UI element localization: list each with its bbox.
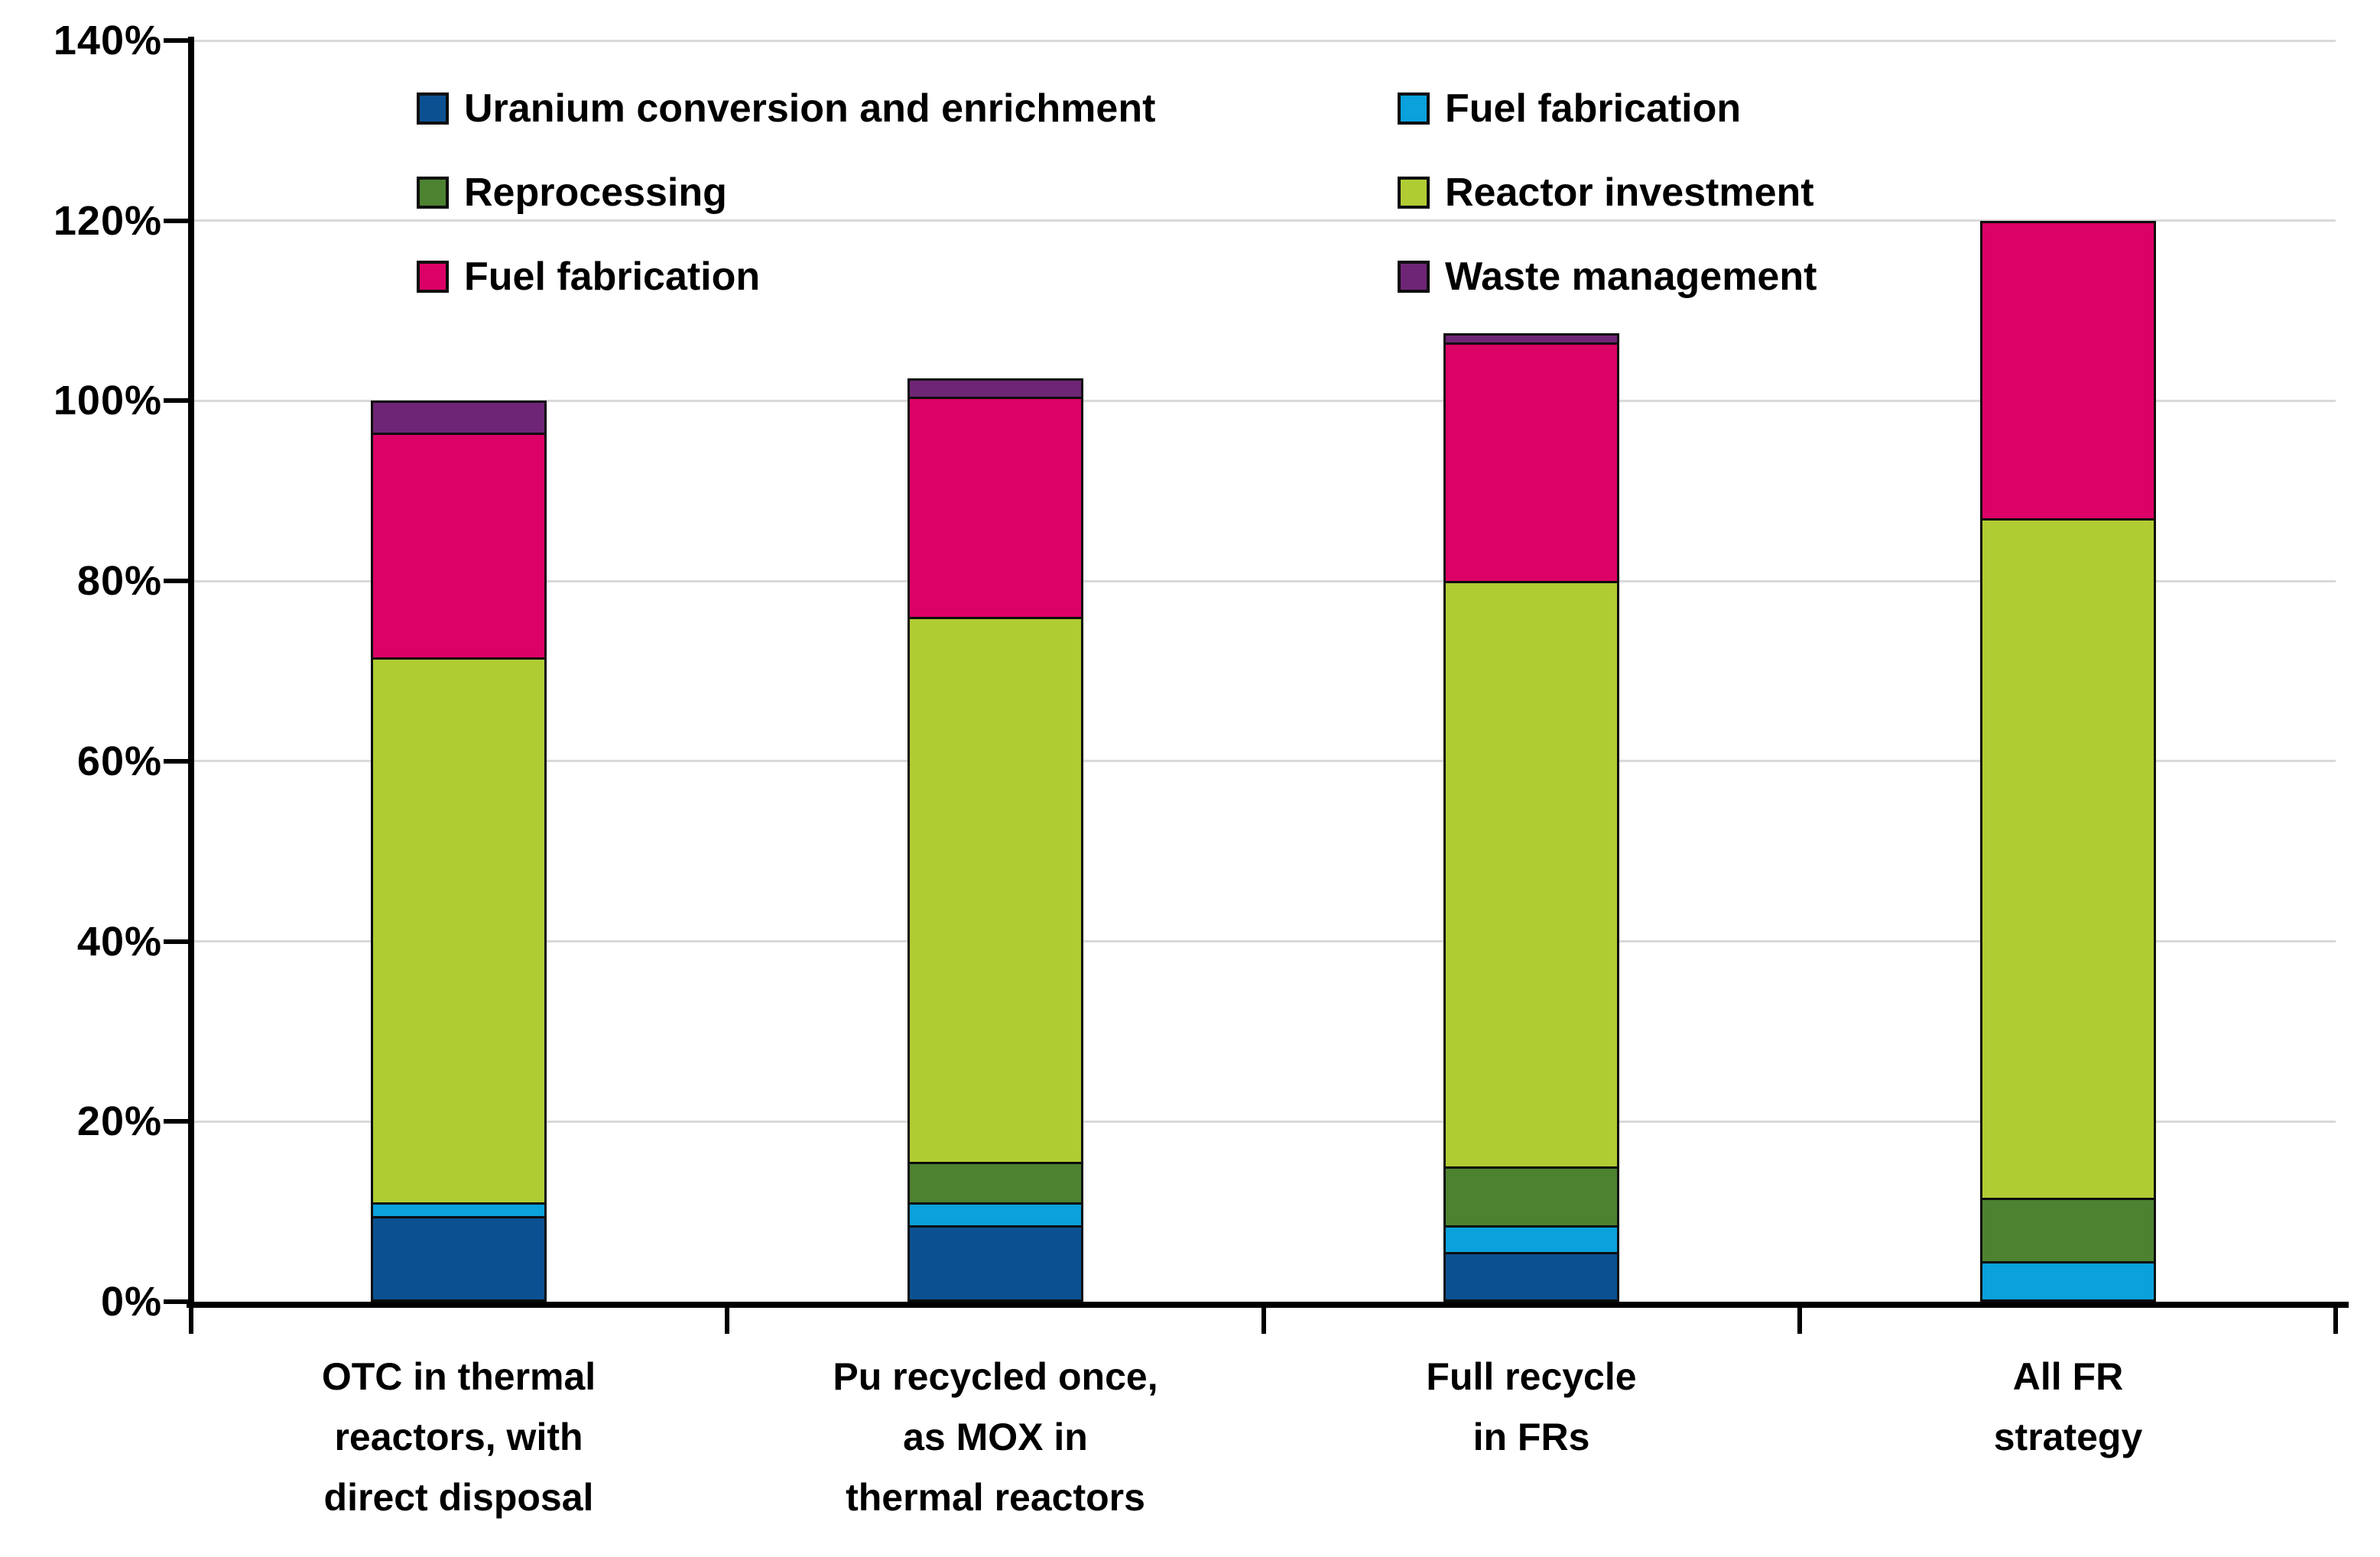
gridline-60 bbox=[194, 760, 2336, 763]
gridline-120 bbox=[194, 219, 2336, 222]
y-axis-label-80: 80% bbox=[76, 558, 162, 605]
gridline-100 bbox=[194, 399, 2336, 402]
x-tick-2 bbox=[1261, 1302, 1266, 1334]
x-tick-1 bbox=[725, 1302, 730, 1334]
y-tick-20 bbox=[164, 1119, 188, 1124]
x-tick-3 bbox=[1797, 1302, 1802, 1334]
bar-1-segment-uranium-conversion-and-enrichment bbox=[371, 1216, 547, 1302]
bar-2-segment-uranium-conversion-and-enrichment bbox=[908, 1225, 1083, 1302]
legend-label: Fuel fabrication bbox=[464, 255, 761, 299]
bar-3-segment-fuel-fabrication bbox=[1443, 342, 1619, 584]
bar-2-segment-fuel-fabrication bbox=[908, 1202, 1083, 1228]
gridline-80 bbox=[194, 579, 2336, 582]
y-tick-100 bbox=[164, 398, 188, 404]
gridline-140 bbox=[194, 39, 2336, 42]
bar-2-segment-reactor-investment bbox=[908, 617, 1083, 1165]
bar-3-segment-reprocessing bbox=[1443, 1166, 1619, 1228]
y-axis-label-0: 0% bbox=[100, 1279, 162, 1325]
bar-3-segment-waste-management bbox=[1443, 333, 1619, 345]
bar-4-segment-fuel-fabrication bbox=[1980, 1260, 2156, 1302]
x-axis-label-1: OTC in thermal reactors, with direct dis… bbox=[321, 1355, 596, 1519]
y-tick-60 bbox=[164, 758, 188, 764]
legend-swatch-0 bbox=[417, 92, 449, 125]
bar-4-segment-reactor-investment bbox=[1980, 517, 2156, 1201]
legend-swatch-3 bbox=[1398, 177, 1430, 209]
y-axis-label-100: 100% bbox=[53, 378, 162, 424]
legend-label: Waste management bbox=[1445, 255, 1817, 299]
legend-item-uranium-conversion-and-enrichment: Uranium conversion and enrichment bbox=[417, 87, 1155, 130]
legend-item-fuel-fabrication: Fuel fabrication bbox=[1398, 87, 1741, 130]
x-axis-label-2: Pu recycled once, as MOX in thermal reac… bbox=[833, 1355, 1158, 1519]
y-axis-line bbox=[188, 37, 194, 1308]
y-axis-label-140: 140% bbox=[53, 18, 162, 63]
y-axis-label-120: 120% bbox=[53, 197, 162, 244]
bar-3-segment-uranium-conversion-and-enrichment bbox=[1443, 1252, 1619, 1302]
bar-1-segment-fuel-fabrication bbox=[371, 432, 547, 660]
bar-4-segment-fuel-fabrication bbox=[1980, 220, 2156, 521]
bar-3-segment-reactor-investment bbox=[1443, 581, 1619, 1169]
legend-label: Fuel fabrication bbox=[1445, 86, 1742, 131]
legend-item-reactor-investment: Reactor investment bbox=[1398, 171, 1814, 214]
gridline-20 bbox=[194, 1120, 2336, 1123]
bar-1-segment-fuel-fabrication bbox=[371, 1202, 547, 1219]
legend-label: Reactor investment bbox=[1445, 170, 1814, 215]
bar-4-segment-reprocessing bbox=[1980, 1198, 2156, 1263]
legend-item-reprocessing: Reprocessing bbox=[417, 171, 727, 214]
y-tick-40 bbox=[164, 939, 188, 944]
x-axis-label-3: Full recycle in FRs bbox=[1426, 1355, 1637, 1458]
bar-2-segment-waste-management bbox=[908, 378, 1083, 399]
bar-2-segment-reprocessing bbox=[908, 1162, 1083, 1205]
x-tick-4 bbox=[2333, 1302, 2338, 1334]
y-axis-label-60: 60% bbox=[76, 738, 162, 784]
x-axis-label-4: All FR strategy bbox=[1993, 1355, 2143, 1458]
bar-1-segment-waste-management bbox=[371, 401, 547, 435]
x-tick-0 bbox=[189, 1302, 193, 1334]
y-tick-140 bbox=[164, 38, 188, 43]
x-axis-line bbox=[187, 1302, 2349, 1308]
bar-2-segment-fuel-fabrication bbox=[908, 396, 1083, 620]
legend-swatch-5 bbox=[1398, 261, 1430, 293]
y-axis-label-40: 40% bbox=[76, 918, 162, 965]
y-axis-label-20: 20% bbox=[76, 1098, 162, 1145]
bar-1-segment-reactor-investment bbox=[371, 657, 547, 1205]
legend-swatch-1 bbox=[1398, 92, 1430, 125]
legend-item-fuel-fabrication: Fuel fabrication bbox=[417, 255, 760, 298]
legend-label: Reprocessing bbox=[464, 170, 727, 215]
y-tick-120 bbox=[164, 218, 188, 223]
y-tick-80 bbox=[164, 579, 188, 584]
bar-3-segment-fuel-fabrication bbox=[1443, 1225, 1619, 1255]
y-tick-0 bbox=[164, 1299, 188, 1304]
legend-swatch-4 bbox=[417, 261, 449, 293]
legend-item-waste-management: Waste management bbox=[1398, 255, 1817, 298]
legend-swatch-2 bbox=[417, 177, 449, 209]
gridline-40 bbox=[194, 940, 2336, 943]
legend-label: Uranium conversion and enrichment bbox=[464, 86, 1156, 131]
